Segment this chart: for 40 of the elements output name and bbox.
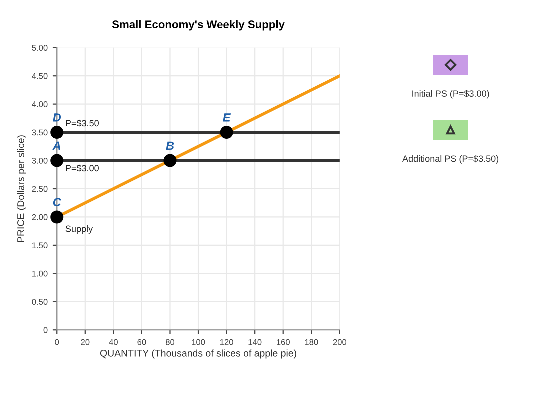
annotation: B (166, 142, 174, 150)
series-label: P=$3.00 (66, 164, 99, 172)
annotation: A (52, 142, 61, 150)
y-tick-label: 0 (44, 327, 48, 334)
y-tick-label: 3.50 (32, 130, 48, 136)
point (50, 154, 64, 168)
text: Initial PS (P=$3.00) (412, 90, 490, 99)
point (50, 210, 64, 224)
annotation: E (223, 114, 232, 122)
annotation: C (53, 198, 62, 207)
x-tick-label: 200 (333, 339, 347, 346)
x-tick-label: 40 (109, 339, 118, 346)
series-label: P=$3.50 (66, 120, 99, 128)
x-tick-label: 100 (192, 339, 206, 346)
y-tick-label: 1.00 (32, 270, 48, 277)
x-tick-label: 120 (220, 339, 234, 346)
series-label: Supply (66, 226, 94, 234)
y-tick-label: 0.50 (32, 299, 48, 305)
y-tick-label: 1.50 (32, 242, 48, 249)
point (164, 154, 177, 168)
point (50, 126, 64, 140)
x-tick-label: 20 (81, 339, 90, 346)
y-tick-label: 2.00 (32, 214, 48, 220)
y-tick-label: 5.00 (32, 45, 48, 51)
x-tick-label: 60 (138, 339, 146, 346)
y-tick-label: 3.00 (32, 158, 48, 164)
y-tick-label: 4.00 (32, 102, 48, 108)
y-axis-title: PRICE (Dollars per slice) (17, 136, 26, 242)
text: Additional PS (P=$3.50) (402, 155, 499, 164)
x-tick-label: 80 (166, 339, 175, 346)
point (220, 126, 234, 140)
x-tick-label: 0 (55, 339, 60, 346)
x-tick-label: 160 (277, 339, 290, 346)
annotation: D (53, 114, 62, 122)
y-tick-label: 4.50 (32, 73, 48, 80)
chart-title: Small Economy's Weekly Supply (112, 20, 285, 31)
x-axis-title: QUANTITY (Thousands of slices of apple pie) (100, 350, 296, 359)
y-tick-label: 2.50 (32, 186, 48, 192)
x-tick-label: 140 (248, 339, 262, 346)
x-tick-label: 180 (305, 339, 318, 346)
